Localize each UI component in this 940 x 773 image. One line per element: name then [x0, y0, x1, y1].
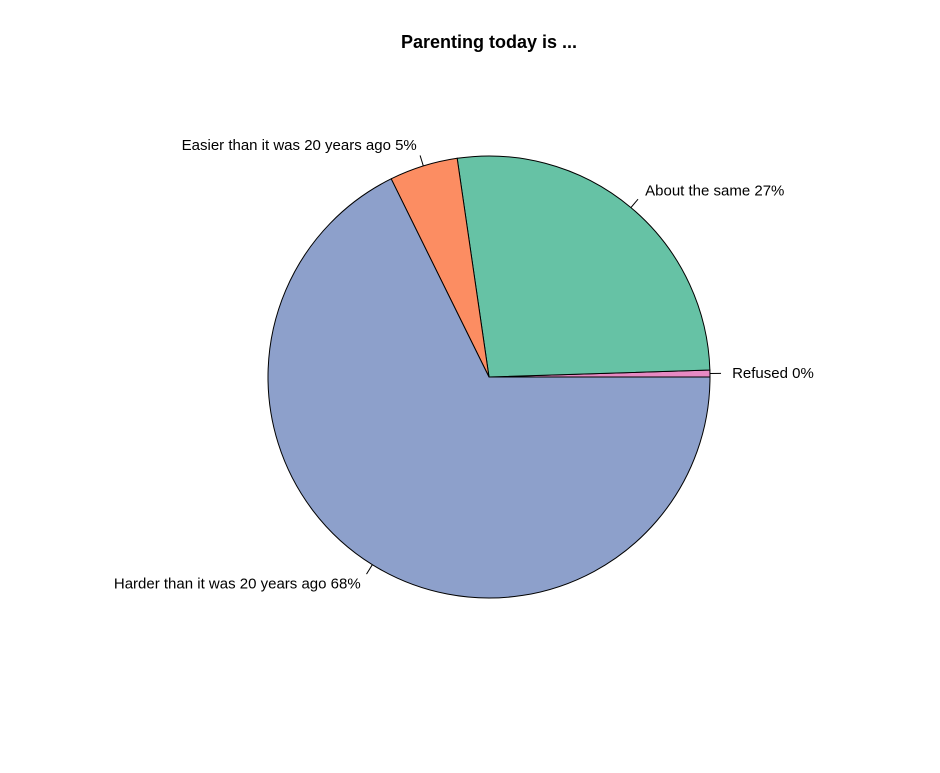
pie-slice-about-the-same: [456, 155, 711, 378]
slice-label-about-the-same: About the same 27%: [645, 183, 784, 200]
slice-label-refused: Refused 0%: [732, 365, 814, 382]
slice-labels: Refused 0% About the same 27% Easier than …: [114, 137, 814, 593]
leader-line-harder-than-it-was-20-years-ago: [366, 564, 373, 575]
slice-label-harder-than-it-was-20-years-ago: Harder than it was 20 years ago 68%: [114, 575, 361, 592]
slice-label-easier-than-it-was-20-years-ago: Easier than it was 20 years ago 5%: [182, 137, 417, 154]
leader-line-about-the-same: [630, 198, 639, 208]
chart-title: Parenting today is ...: [401, 32, 577, 52]
label-leaders: [366, 155, 722, 575]
pie-slices: [267, 155, 711, 599]
leader-line-easier-than-it-was-20-years-ago: [419, 155, 424, 167]
